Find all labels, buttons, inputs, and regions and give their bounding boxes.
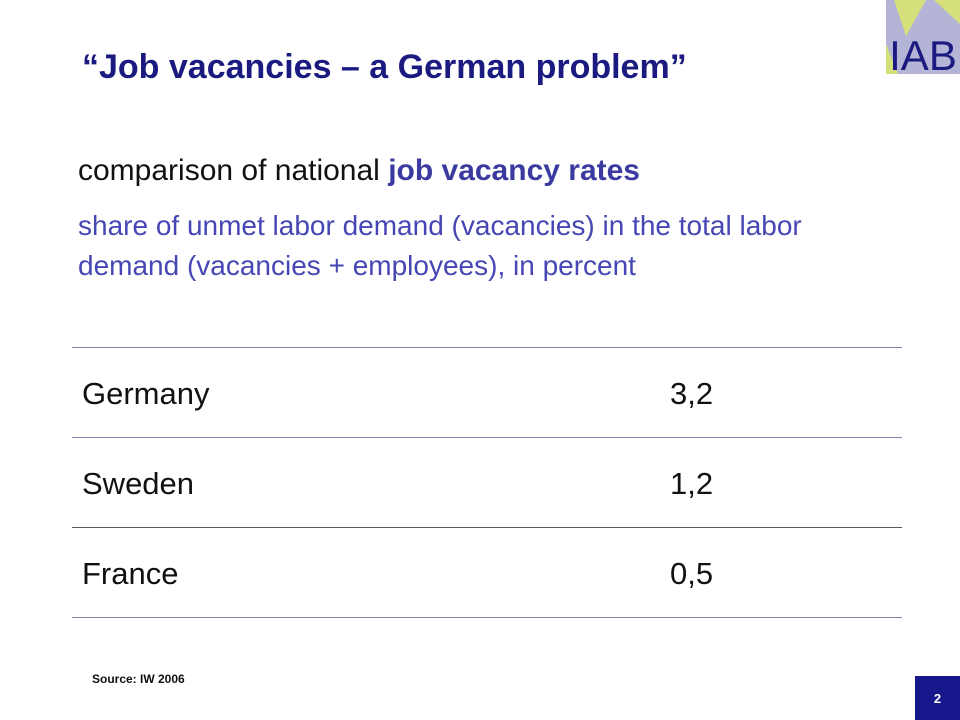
country-cell: France <box>82 556 179 591</box>
value-cell: 1,2 <box>670 466 714 501</box>
source-note: Source: IW 2006 <box>92 672 185 686</box>
country-cell: Germany <box>82 376 210 411</box>
value-cell: 3,2 <box>670 376 714 411</box>
table-row: Sweden 1,2 <box>72 438 902 528</box>
country-cell: Sweden <box>82 466 195 501</box>
section-heading: comparison of national job vacancy rates <box>78 154 640 188</box>
table-row: Germany 3,2 <box>72 348 902 438</box>
logo-text: IAB <box>889 32 957 74</box>
iab-logo: IAB <box>886 0 960 74</box>
vacancy-table: Germany 3,2 Sweden 1,2 France 0,5 <box>72 347 902 618</box>
table-row: France 0,5 <box>72 528 902 618</box>
heading-highlight: job vacancy rates <box>388 154 640 187</box>
slide-title: “Job vacancies – a German problem” <box>82 48 687 86</box>
page-number: 2 <box>915 676 960 720</box>
section-subtitle: share of unmet labor demand (vacancies) … <box>78 210 802 281</box>
heading-text: comparison of national <box>78 154 389 187</box>
value-cell: 0,5 <box>670 556 714 591</box>
